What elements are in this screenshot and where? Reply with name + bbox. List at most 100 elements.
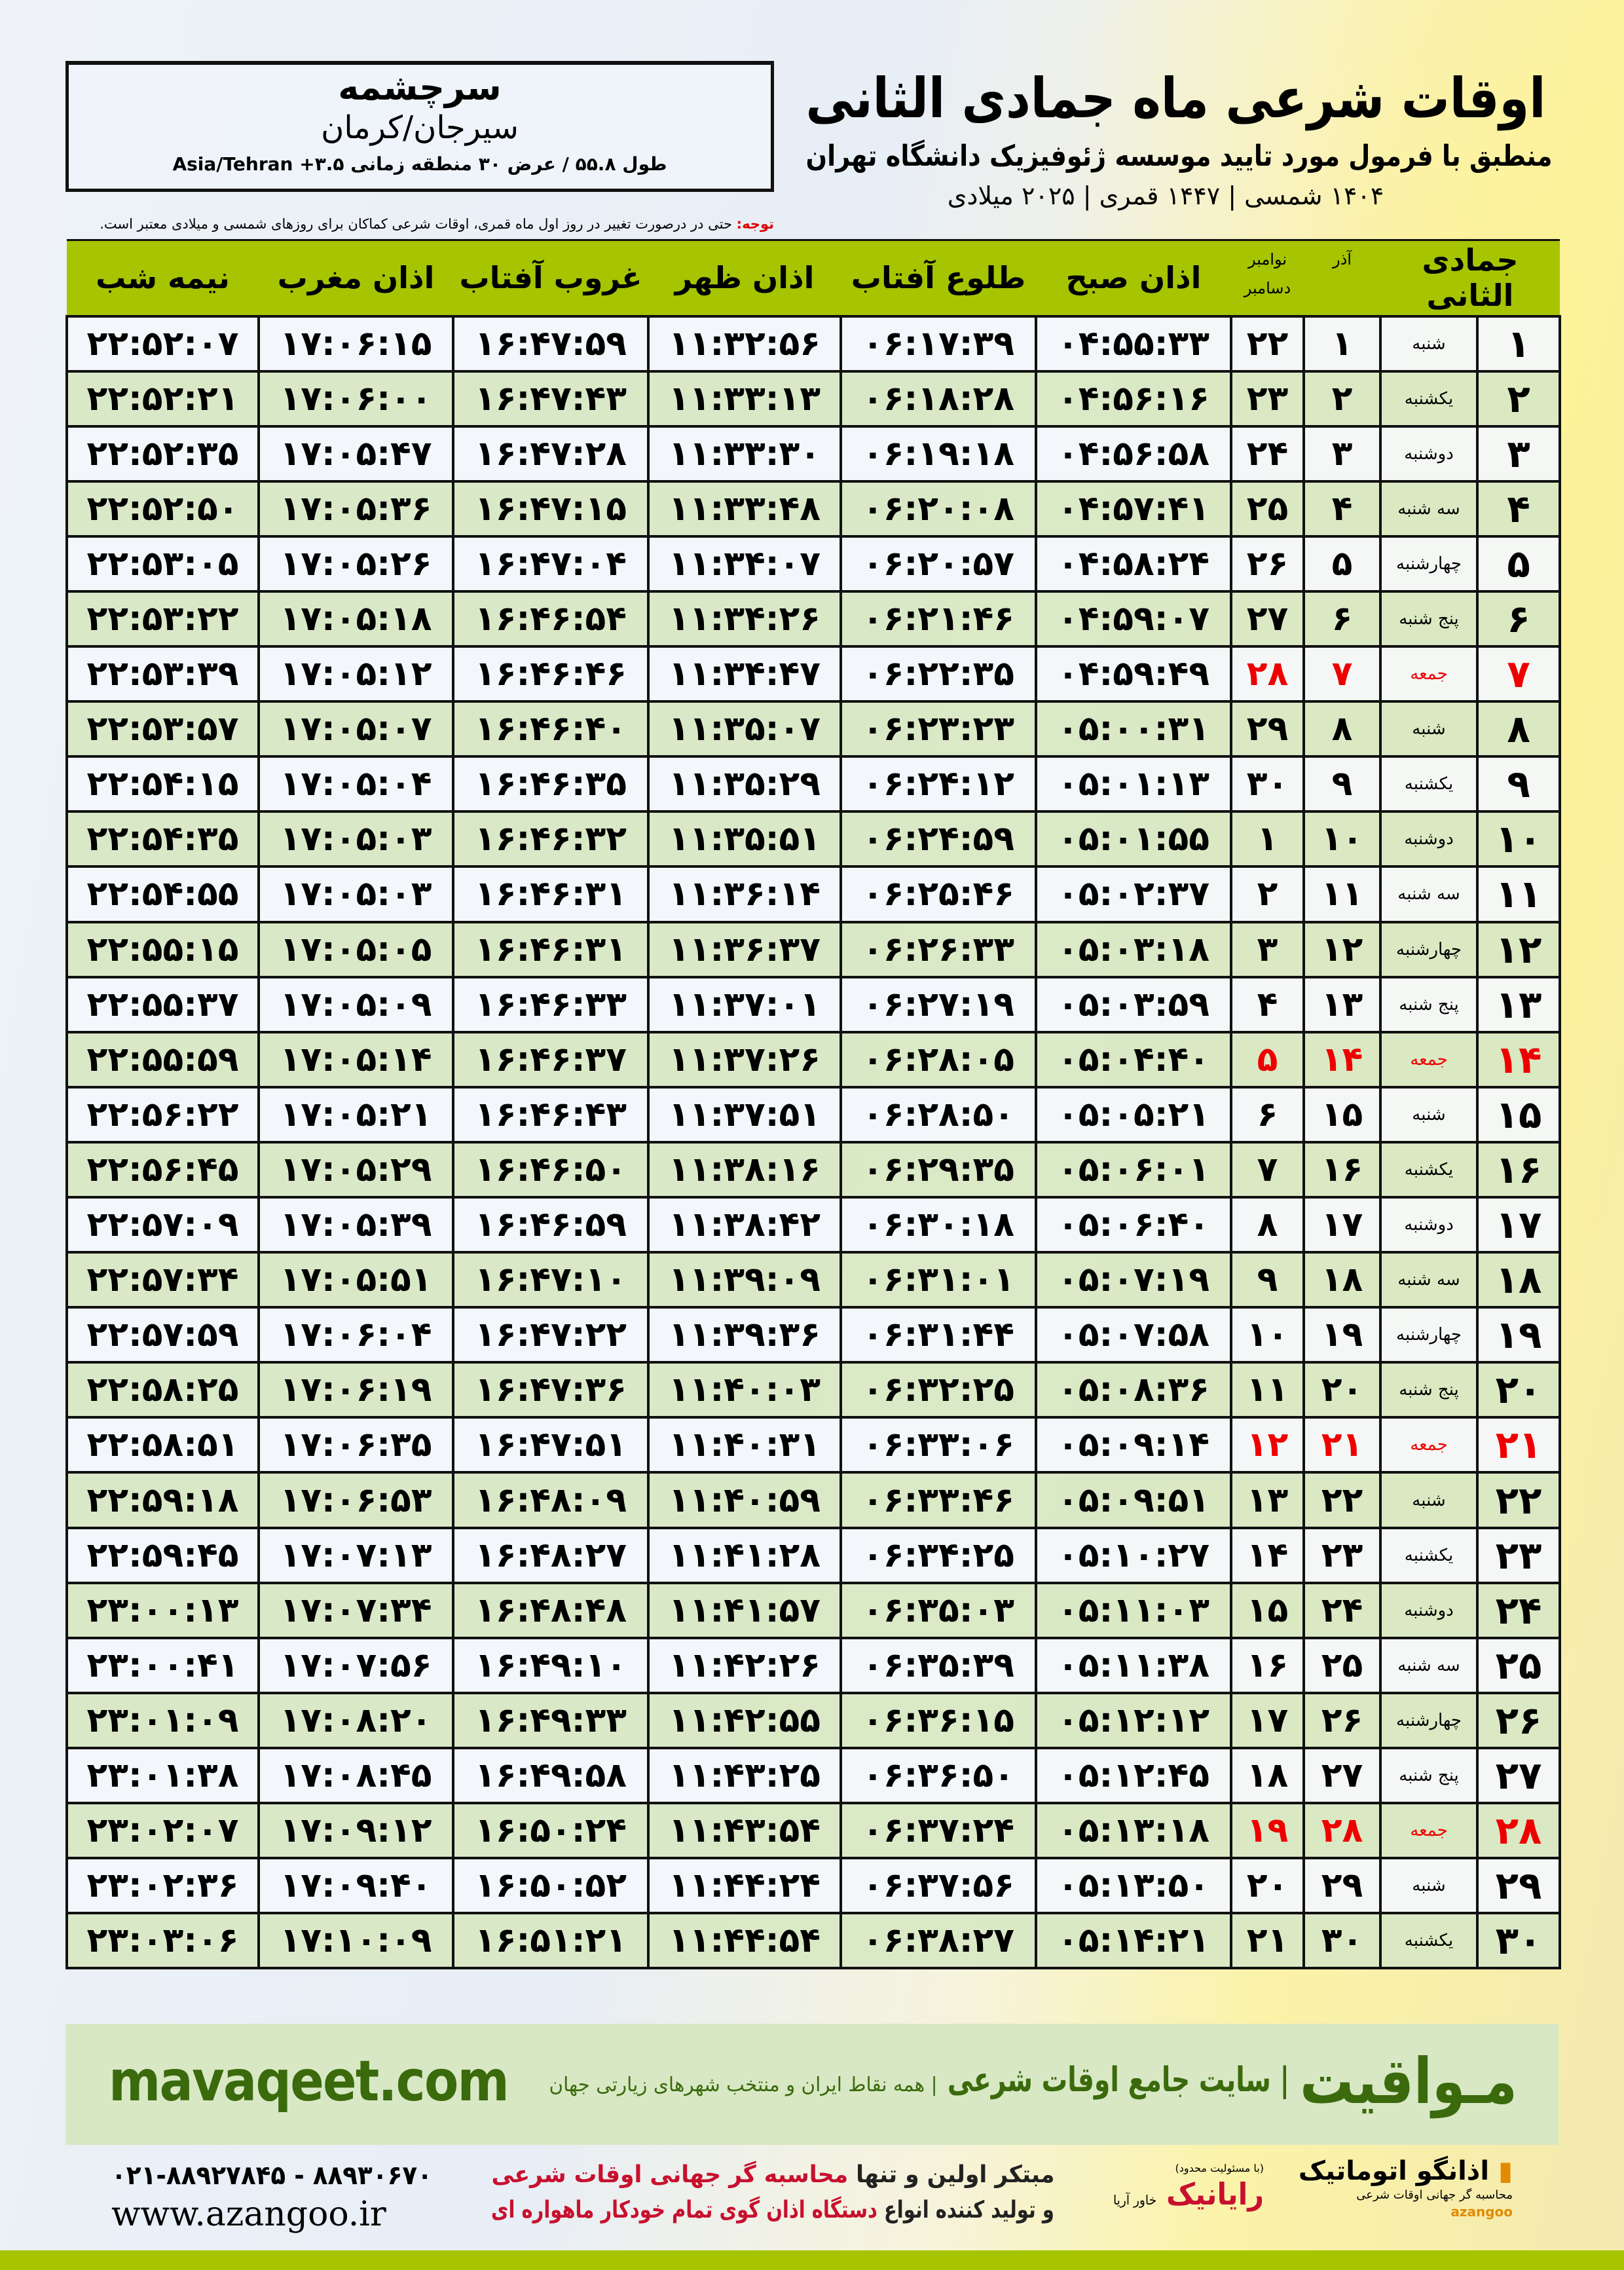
cell-dhuhr: ۱۱:۳۸:۴۲ bbox=[647, 1195, 842, 1254]
bottom-bar bbox=[0, 2250, 1624, 2270]
cell-dhuhr: ۱۱:۴۱:۵۷ bbox=[647, 1581, 842, 1639]
cell-gregorian-day: ۳ bbox=[1230, 920, 1305, 978]
cell-maghrib: ۱۷:۰۷:۵۶ bbox=[257, 1636, 454, 1694]
header-sunrise: طلوع آفتاب bbox=[841, 239, 1036, 317]
cell-dhuhr: ۱۱:۳۶:۳۷ bbox=[647, 920, 842, 978]
footer-website[interactable]: www.azangoo.ir bbox=[111, 2195, 386, 2234]
cell-weekday: چهارشنبه bbox=[1378, 1306, 1479, 1364]
table-row: ۸ شنبه ۸ ۲۹ ۰۵:۰۰:۳۱ ۰۶:۲۳:۲۳ ۱۱:۳۵:۰۷ ۱۶:۴۶:۴۰… bbox=[65, 700, 1562, 758]
promo-url[interactable]: mavaqeet.com bbox=[109, 2049, 509, 2114]
cell-weekday: یکشنبه bbox=[1378, 1140, 1479, 1199]
cell-day: ۱۸ bbox=[1476, 1251, 1562, 1309]
footer-line-2-content: و تولید کننده انواع دستگاه اذان گوی تمام… bbox=[491, 2195, 1054, 2225]
cell-gregorian-day: ۱۷ bbox=[1230, 1691, 1305, 1749]
page-subtitle: منطبق با فرمول مورد تایید موسسه ژئوفیزیک… bbox=[805, 140, 1552, 173]
cell-weekday: چهارشنبه bbox=[1378, 534, 1479, 593]
cell-dhuhr: ۱۱:۴۳:۵۴ bbox=[647, 1802, 842, 1860]
cell-day: ۳ bbox=[1476, 424, 1562, 483]
cell-sunset: ۱۶:۴۶:۳۵ bbox=[452, 755, 650, 813]
cell-azar-day: ۴ bbox=[1302, 479, 1382, 538]
cell-sunrise: ۰۶:۳۶:۱۵ bbox=[840, 1691, 1037, 1749]
table-row: ۱۵ شنبه ۱۵ ۶ ۰۵:۰۵:۲۱ ۰۶:۲۸:۵۰ ۱۱:۳۷:۵۱ ۱۶:۴۶:۴… bbox=[65, 1085, 1562, 1144]
cell-sunrise: ۰۶:۳۰:۱۸ bbox=[840, 1195, 1037, 1254]
cell-midnight: ۲۲:۵۴:۳۵ bbox=[65, 810, 260, 868]
promo-subline: | همه نقاط ایران و منتخب شهرهای زیارتی ج… bbox=[549, 2072, 937, 2098]
cell-sunset: ۱۶:۴۶:۵۴ bbox=[452, 589, 650, 648]
cell-sunset: ۱۶:۴۷:۰۴ bbox=[452, 534, 650, 593]
cell-fajr: ۰۵:۱۱:۳۸ bbox=[1035, 1636, 1232, 1694]
promo-tagline: | سایت جامع اوقات شرعی bbox=[948, 2059, 1289, 2101]
header-december: دسامبر bbox=[1244, 279, 1291, 297]
cell-gregorian-day: ۱۱ bbox=[1230, 1361, 1305, 1419]
cell-day: ۲ bbox=[1476, 369, 1562, 428]
cell-gregorian-day: ۱۴ bbox=[1230, 1526, 1305, 1584]
table-row: ۳۰ یکشنبه ۳۰ ۲۱ ۰۵:۱۴:۲۱ ۰۶:۳۸:۲۷ ۱۱:۴۴:۵۴ ۱۶:۵… bbox=[65, 1912, 1562, 1970]
raianik-sub: خاور آریا bbox=[1113, 2192, 1157, 2208]
cell-azar-day: ۳ bbox=[1302, 424, 1382, 483]
cell-day: ۵ bbox=[1476, 534, 1562, 593]
table-row: ۱۰ دوشنبه ۱۰ ۱ ۰۵:۰۱:۵۵ ۰۶:۲۴:۵۹ ۱۱:۳۵:۵۱ ۱۶:۴۶… bbox=[65, 810, 1562, 868]
cell-sunset: ۱۶:۴۶:۴۶ bbox=[452, 645, 650, 703]
cell-weekday: یکشنبه bbox=[1378, 1912, 1479, 1970]
cell-fajr: ۰۵:۰۲:۳۷ bbox=[1035, 865, 1232, 923]
promo-subline-content: | همه نقاط ایران و منتخب شهرهای زیارتی ج… bbox=[549, 2072, 937, 2098]
cell-sunrise: ۰۶:۲۸:۵۰ bbox=[840, 1085, 1037, 1144]
cell-sunset: ۱۶:۴۹:۵۸ bbox=[452, 1746, 650, 1805]
cell-azar-day: ۸ bbox=[1302, 700, 1382, 758]
header-sunset: غروب آفتاب bbox=[453, 239, 648, 317]
table-row: ۲۱ جمعه ۲۱ ۱۲ ۰۵:۰۹:۱۴ ۰۶:۳۳:۰۶ ۱۱:۴۰:۳۱ ۱۶:۴۷:… bbox=[65, 1416, 1562, 1474]
cell-midnight: ۲۲:۵۴:۵۵ bbox=[65, 865, 260, 923]
cell-azar-day: ۱۶ bbox=[1302, 1140, 1382, 1199]
cell-weekday: یکشنبه bbox=[1378, 1526, 1479, 1584]
cell-maghrib: ۱۷:۰۵:۲۱ bbox=[257, 1085, 454, 1144]
cell-azar-day: ۶ bbox=[1302, 589, 1382, 648]
cell-dhuhr: ۱۱:۳۷:۲۶ bbox=[647, 1030, 842, 1088]
cell-dhuhr: ۱۱:۳۴:۴۷ bbox=[647, 645, 842, 703]
cell-fajr: ۰۵:۰۹:۱۴ bbox=[1035, 1416, 1232, 1474]
cell-fajr: ۰۵:۰۶:۴۰ bbox=[1035, 1195, 1232, 1254]
cell-sunset: ۱۶:۴۸:۲۷ bbox=[452, 1526, 650, 1584]
cell-weekday: یکشنبه bbox=[1378, 755, 1479, 813]
cell-sunset: ۱۶:۴۶:۳۱ bbox=[452, 920, 650, 978]
cell-sunset: ۱۶:۴۶:۴۰ bbox=[452, 700, 650, 758]
promo-separator-2: | bbox=[931, 2074, 937, 2096]
cell-maghrib: ۱۷:۰۵:۲۹ bbox=[257, 1140, 454, 1199]
table-row: ۳ دوشنبه ۳ ۲۴ ۰۴:۵۶:۵۸ ۰۶:۱۹:۱۸ ۱۱:۳۳:۳۰ ۱۶:۴۷:… bbox=[65, 424, 1562, 483]
cell-fajr: ۰۵:۱۲:۱۲ bbox=[1035, 1691, 1232, 1749]
note: توجه: حتی در درصورت تغییر در روز اول ماه… bbox=[65, 215, 774, 233]
cell-day: ۷ bbox=[1476, 645, 1562, 703]
promo-brand: مـواقیت bbox=[1300, 2045, 1517, 2118]
table-row: ۱۸ سه شنبه ۱۸ ۹ ۰۵:۰۷:۱۹ ۰۶:۳۱:۰۱ ۱۱:۳۹:۰۹ ۱۶:۴… bbox=[65, 1251, 1562, 1309]
azangoo-sub-line: محاسبه گر جهانی اوقات شرعی bbox=[1297, 2187, 1513, 2203]
cell-dhuhr: ۱۱:۴۴:۲۴ bbox=[647, 1857, 842, 1915]
table-row: ۷ جمعه ۷ ۲۸ ۰۴:۵۹:۴۹ ۰۶:۲۲:۳۵ ۱۱:۳۴:۴۷ ۱۶:۴۶:۴۶… bbox=[65, 645, 1562, 703]
cell-sunset: ۱۶:۴۶:۳۲ bbox=[452, 810, 650, 868]
cell-dhuhr: ۱۱:۳۳:۳۰ bbox=[647, 424, 842, 483]
cell-dhuhr: ۱۱:۳۴:۲۶ bbox=[647, 589, 842, 648]
cell-gregorian-day: ۴ bbox=[1230, 975, 1305, 1033]
footer-line-1: مبتکر اولین و تنها محاسبه گر جهانی اوقات… bbox=[491, 2160, 1054, 2190]
cell-azar-day: ۷ bbox=[1302, 645, 1382, 703]
promo-separator: | bbox=[1280, 2060, 1289, 2100]
cell-azar-day: ۲۰ bbox=[1302, 1361, 1382, 1419]
cell-sunrise: ۰۶:۳۷:۵۶ bbox=[840, 1857, 1037, 1915]
cell-maghrib: ۱۷:۰۶:۰۴ bbox=[257, 1306, 454, 1364]
cell-fajr: ۰۵:۱۰:۲۷ bbox=[1035, 1526, 1232, 1584]
cell-midnight: ۲۲:۵۳:۳۹ bbox=[65, 645, 260, 703]
cell-maghrib: ۱۷:۰۵:۰۵ bbox=[257, 920, 454, 978]
footer-line-2: و تولید کننده انواع دستگاه اذان گوی تمام… bbox=[491, 2195, 1054, 2225]
cell-day: ۲۷ bbox=[1476, 1746, 1562, 1805]
cell-azar-day: ۱۳ bbox=[1302, 975, 1382, 1033]
footer-line-2-b: دستگاه اذان گوی تمام خودکار ماهواره ای bbox=[491, 2197, 877, 2223]
cell-sunset: ۱۶:۴۹:۱۰ bbox=[452, 1636, 650, 1694]
cell-maghrib: ۱۷:۰۵:۴۷ bbox=[257, 424, 454, 483]
cell-midnight: ۲۳:۰۲:۳۶ bbox=[65, 1857, 260, 1915]
cell-weekday: چهارشنبه bbox=[1378, 1691, 1479, 1749]
location-city: سرچشمه bbox=[338, 67, 502, 108]
cell-day: ۱۴ bbox=[1476, 1030, 1562, 1088]
azangoo-en: azangoo bbox=[1450, 2204, 1513, 2220]
table-row: ۱۴ جمعه ۱۴ ۵ ۰۵:۰۴:۴۰ ۰۶:۲۸:۰۵ ۱۱:۳۷:۲۶ ۱۶:۴۶:۳… bbox=[65, 1030, 1562, 1088]
cell-maghrib: ۱۷:۰۷:۱۳ bbox=[257, 1526, 454, 1584]
cell-day: ۲۴ bbox=[1476, 1581, 1562, 1639]
cell-maghrib: ۱۷:۰۵:۰۳ bbox=[257, 865, 454, 923]
